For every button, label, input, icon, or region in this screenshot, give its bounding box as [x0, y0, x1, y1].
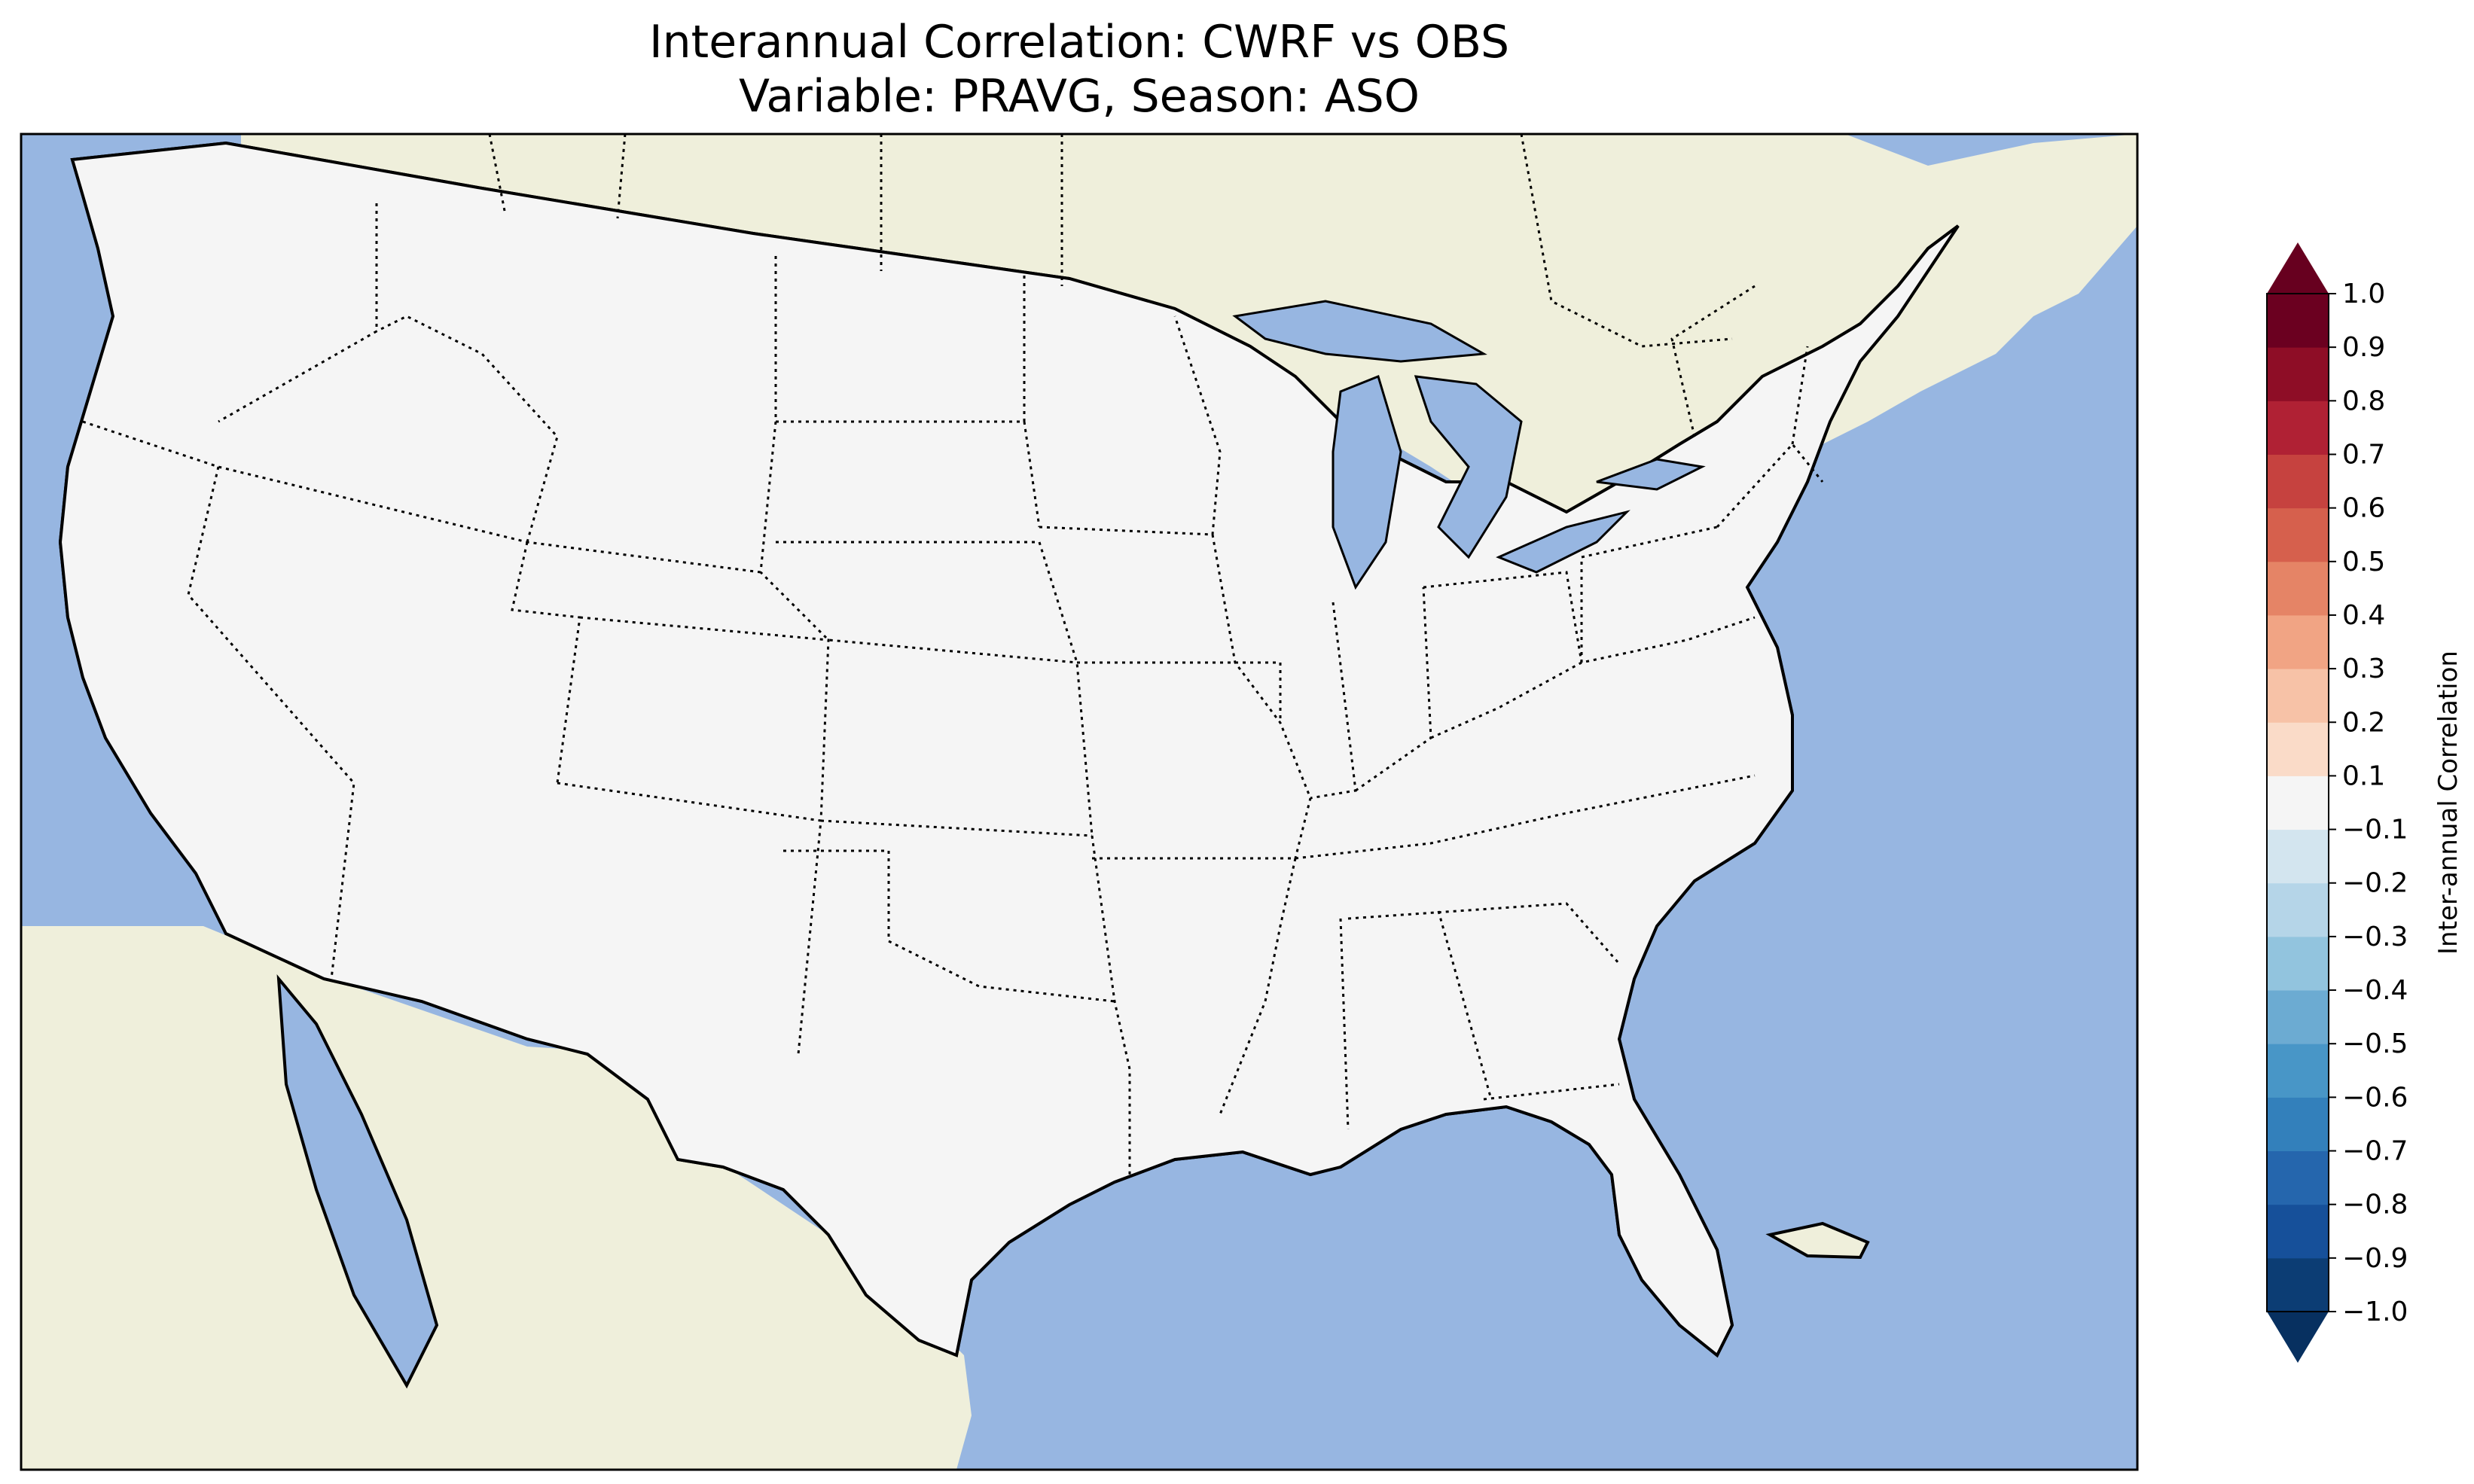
map-frame [20, 133, 2139, 1471]
colorbar-extend-high [2267, 242, 2329, 294]
colorbar-tick-label: 0.7 [2342, 439, 2385, 470]
canada-province-boundaries [488, 134, 1733, 348]
great-lakes [1232, 300, 1706, 590]
colorbar-segment [2267, 454, 2329, 509]
colorbar-label: Inter-annual Correlation [2433, 651, 2463, 955]
gulf-of-california [276, 974, 439, 1389]
colorbar-tick-label: −0.4 [2342, 975, 2408, 1006]
state-boundaries [82, 203, 1824, 1175]
colorbar-segment [2267, 936, 2329, 991]
colorbar-tick-label: 0.6 [2342, 493, 2385, 524]
colorbar-segment [2267, 1257, 2329, 1312]
colorbar-segment [2267, 507, 2329, 562]
colorbar-tick-label: −0.9 [2342, 1243, 2408, 1274]
colorbar-segment [2267, 1150, 2329, 1205]
colorbar-tick-label: 0.4 [2342, 600, 2385, 631]
colorbar-segment [2267, 669, 2329, 723]
colorbar-tick-label: −0.1 [2342, 815, 2408, 846]
colorbar-segment [2267, 561, 2329, 616]
colorbar-tick-label: 0.2 [2342, 707, 2385, 738]
colorbar-segment [2267, 401, 2329, 455]
colorbar-segment [2267, 990, 2329, 1044]
colorbar-segment [2267, 614, 2329, 669]
title-line-1: Interannual Correlation: CWRF vs OBS [648, 16, 1510, 69]
colorbar-tick-label: 0.5 [2342, 547, 2385, 577]
colorbar-tick-label: 0.1 [2342, 760, 2385, 791]
figure-title: Interannual Correlation: CWRF vs OBS Var… [21, 15, 2137, 123]
colorbar-tick-label: 0.3 [2342, 654, 2385, 684]
colorbar-tick-label: 0.8 [2342, 385, 2385, 416]
colorbar-ticks: 1.0 0.9 0.8 0.7 0.6 0.5 0.4 0.3 0.2 0.1 −0.1 −0.2 −0… [2329, 279, 2408, 1327]
colorbar-segments [2267, 294, 2329, 1312]
colorbar-outline [2266, 293, 2329, 1312]
colorbar-segment [2267, 1097, 2329, 1152]
colorbar-tick-label: −0.7 [2342, 1136, 2408, 1167]
mexico-landmass [21, 926, 972, 1470]
colorbar-tick-label: −0.5 [2342, 1028, 2408, 1059]
colorbar-segment [2267, 776, 2329, 830]
colorbar-segment [2267, 882, 2329, 937]
cuba-island [1765, 1221, 1870, 1260]
colorbar-tick-label: 0.9 [2342, 332, 2385, 363]
colorbar-tick-label: 1.0 [2342, 279, 2385, 309]
colorbar-segment [2267, 347, 2329, 401]
colorbar-segment [2267, 829, 2329, 884]
colorbar-segment [2267, 1204, 2329, 1259]
colorbar-tick-label: −0.2 [2342, 868, 2408, 899]
colorbar-tick-label: −0.6 [2342, 1082, 2408, 1113]
colorbar-tick-label: −0.8 [2342, 1190, 2408, 1220]
colorbar-tick-label: −1.0 [2342, 1297, 2408, 1327]
colorbar-segment [2267, 1044, 2329, 1098]
title-line-2: Variable: PRAVG, Season: ASO [739, 70, 1420, 123]
colorbar-extend-low [2267, 1312, 2329, 1363]
colorbar-segment [2267, 294, 2329, 348]
colorbar-tick-label: −0.3 [2342, 922, 2408, 952]
colorbar-segment [2267, 722, 2329, 776]
